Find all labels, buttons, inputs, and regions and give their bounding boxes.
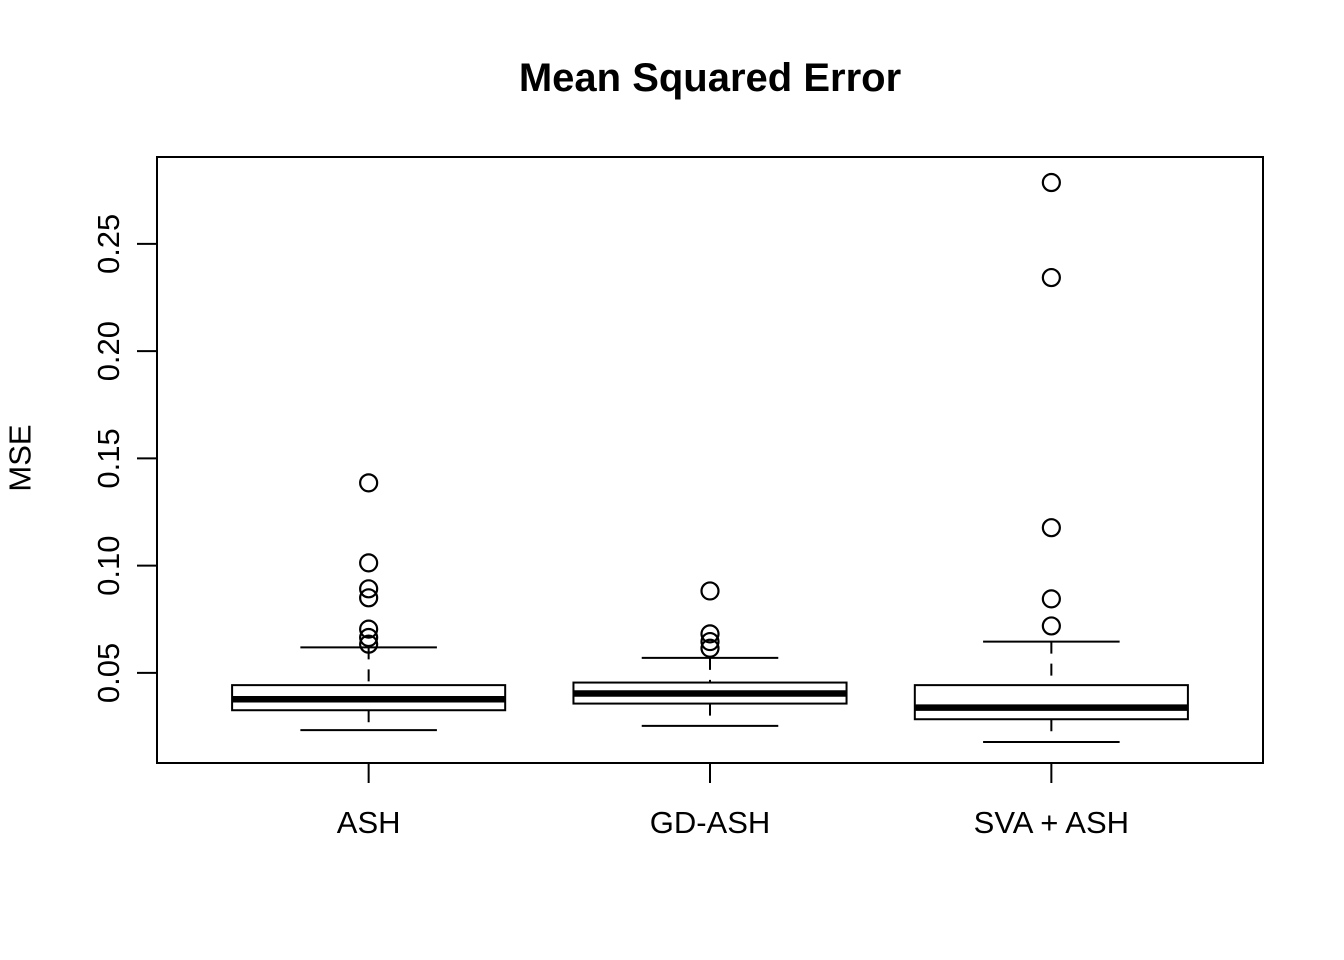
y-axis-tick-label: 0.10 xyxy=(91,535,126,595)
outlier-point xyxy=(700,624,720,644)
outlier-point xyxy=(1041,267,1061,288)
outlier-point xyxy=(1041,616,1061,636)
outlier-point xyxy=(700,581,720,601)
x-axis-category-label: SVA + ASH xyxy=(974,805,1129,840)
outlier-point xyxy=(700,638,720,658)
iqr-box xyxy=(913,684,1189,721)
y-axis-tick-label: 0.15 xyxy=(91,428,126,488)
y-axis-tick-label: 0.05 xyxy=(91,643,126,703)
chart-title: Mean Squared Error xyxy=(518,56,902,100)
outlier-point xyxy=(359,473,379,493)
y-axis-title: MSE xyxy=(2,424,38,492)
y-axis-tick-label: 0.20 xyxy=(91,321,126,381)
x-axis-category-label: ASH xyxy=(337,805,401,840)
y-axis-tick-label: 0.25 xyxy=(91,214,126,274)
outlier-point xyxy=(1041,518,1061,538)
plot-frame xyxy=(156,156,1264,764)
outlier-point xyxy=(359,634,379,654)
outlier-point xyxy=(359,553,379,573)
outlier-point xyxy=(700,631,720,652)
outlier-point xyxy=(359,619,379,639)
outlier-point xyxy=(359,579,379,599)
outlier-point xyxy=(359,588,379,608)
outlier-point xyxy=(359,627,379,648)
outlier-point xyxy=(1041,172,1061,193)
outlier-point xyxy=(1041,589,1061,609)
x-axis-category-label: GD-ASH xyxy=(650,805,771,840)
